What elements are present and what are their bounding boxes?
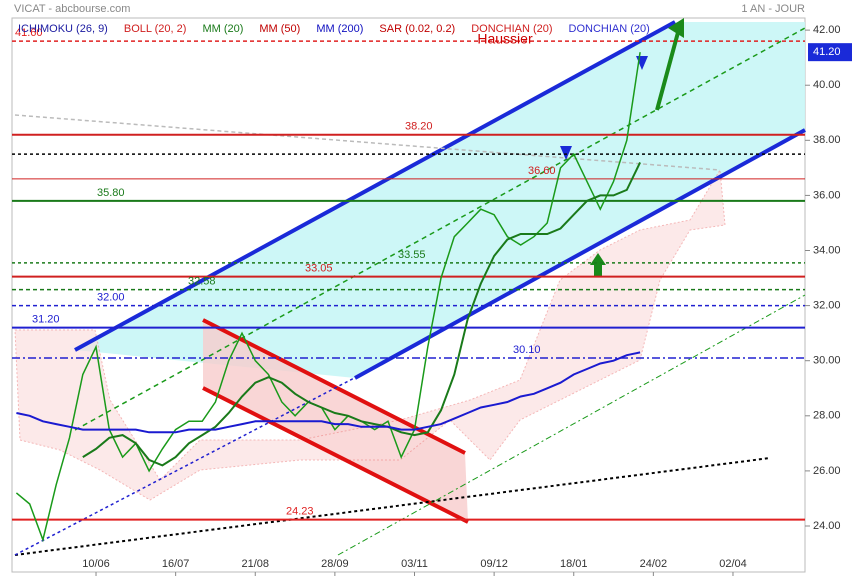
level-label: 33.55: [398, 249, 426, 261]
y-tick-label: 40.00: [813, 79, 841, 91]
series-line: [16, 351, 641, 434]
trend-line: [14, 457, 771, 556]
y-tick-label: 24.00: [813, 520, 841, 532]
x-tick-label: 18/01: [560, 558, 588, 570]
y-tick-label: 36.00: [813, 189, 841, 201]
arrow: [655, 24, 682, 111]
bear-channel: [203, 320, 468, 522]
trend-line: [337, 294, 806, 556]
level-label: 35.80: [97, 187, 125, 199]
x-tick-label: 21/08: [241, 558, 269, 570]
y-tick-label: 32.00: [813, 300, 841, 312]
trend-line: [202, 386, 469, 524]
trend-line: [74, 20, 676, 352]
trend-line: [14, 114, 721, 171]
level-label: 32.00: [97, 292, 125, 304]
chart-title: VICAT - abcbourse.com: [14, 3, 130, 15]
trend-line: [74, 27, 806, 431]
series-line: [82, 161, 642, 467]
level-label: 38.20: [405, 121, 433, 133]
y-tick-label: 42.00: [813, 24, 841, 36]
legend-entry: DONCHIAN (20): [569, 23, 650, 35]
x-tick-label: 24/02: [640, 558, 668, 570]
x-tick-label: 10/06: [82, 558, 110, 570]
level-label: 31.20: [32, 314, 60, 326]
legend-entry: MM (200): [316, 23, 363, 35]
x-tick-label: 03/11: [401, 558, 428, 570]
x-tick-label: 16/07: [162, 558, 190, 570]
legend-entry: SAR (0.02, 0.2): [379, 23, 455, 35]
legend-entry: ICHIMOKU (26, 9): [18, 23, 108, 35]
x-tick-label: 09/12: [480, 558, 508, 570]
x-tick-label: 02/04: [719, 558, 747, 570]
arrow-up: [590, 253, 606, 276]
x-tick-label: 28/09: [321, 558, 349, 570]
arrow-head: [668, 18, 684, 38]
cloud: [14, 168, 726, 501]
level-label: 33.05: [305, 263, 333, 275]
series-layer: 24.00 26.00 28.00 30.00 32.00 34.00 36.00 38.00…: [12, 23, 852, 576]
level-label: 41.60: [15, 27, 43, 39]
annotation: Haussier: [477, 31, 533, 47]
legend-entry: DONCHIAN (20): [471, 23, 552, 35]
y-tick-label: 28.00: [813, 410, 841, 422]
level-label: 36.60: [528, 165, 556, 177]
trend-line: [14, 374, 361, 556]
y-tick-label: 30.00: [813, 355, 841, 367]
period: 1 AN - JOUR: [741, 3, 805, 15]
legend-entry: MM (50): [259, 23, 300, 35]
y-tick-label: 38.00: [813, 134, 841, 146]
price-box: [808, 43, 852, 62]
level-label: 24.23: [286, 506, 314, 518]
level-label: 32.58: [188, 276, 216, 288]
legend-entry: BOLL (20, 2): [124, 23, 187, 35]
y-tick-label: 34.00: [813, 244, 841, 256]
legend-entry: MM (20): [202, 23, 243, 35]
y-tick-label: 26.00: [813, 465, 841, 477]
arrow-down: [560, 146, 572, 160]
level-label: 30.10: [513, 344, 541, 356]
price-label: 41.20: [813, 46, 841, 58]
